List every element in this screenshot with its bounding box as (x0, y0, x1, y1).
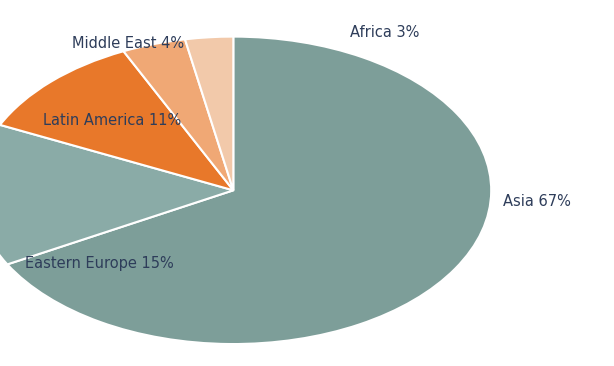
Wedge shape (7, 37, 491, 344)
Wedge shape (185, 37, 233, 190)
Text: Latin America 11%: Latin America 11% (43, 113, 181, 128)
Text: Eastern Europe 15%: Eastern Europe 15% (25, 256, 173, 271)
Text: Middle East 4%: Middle East 4% (72, 37, 184, 51)
Text: Asia 67%: Asia 67% (503, 194, 572, 209)
Text: Africa 3%: Africa 3% (350, 26, 419, 40)
Wedge shape (0, 125, 233, 264)
Wedge shape (123, 39, 233, 190)
Wedge shape (0, 51, 233, 190)
